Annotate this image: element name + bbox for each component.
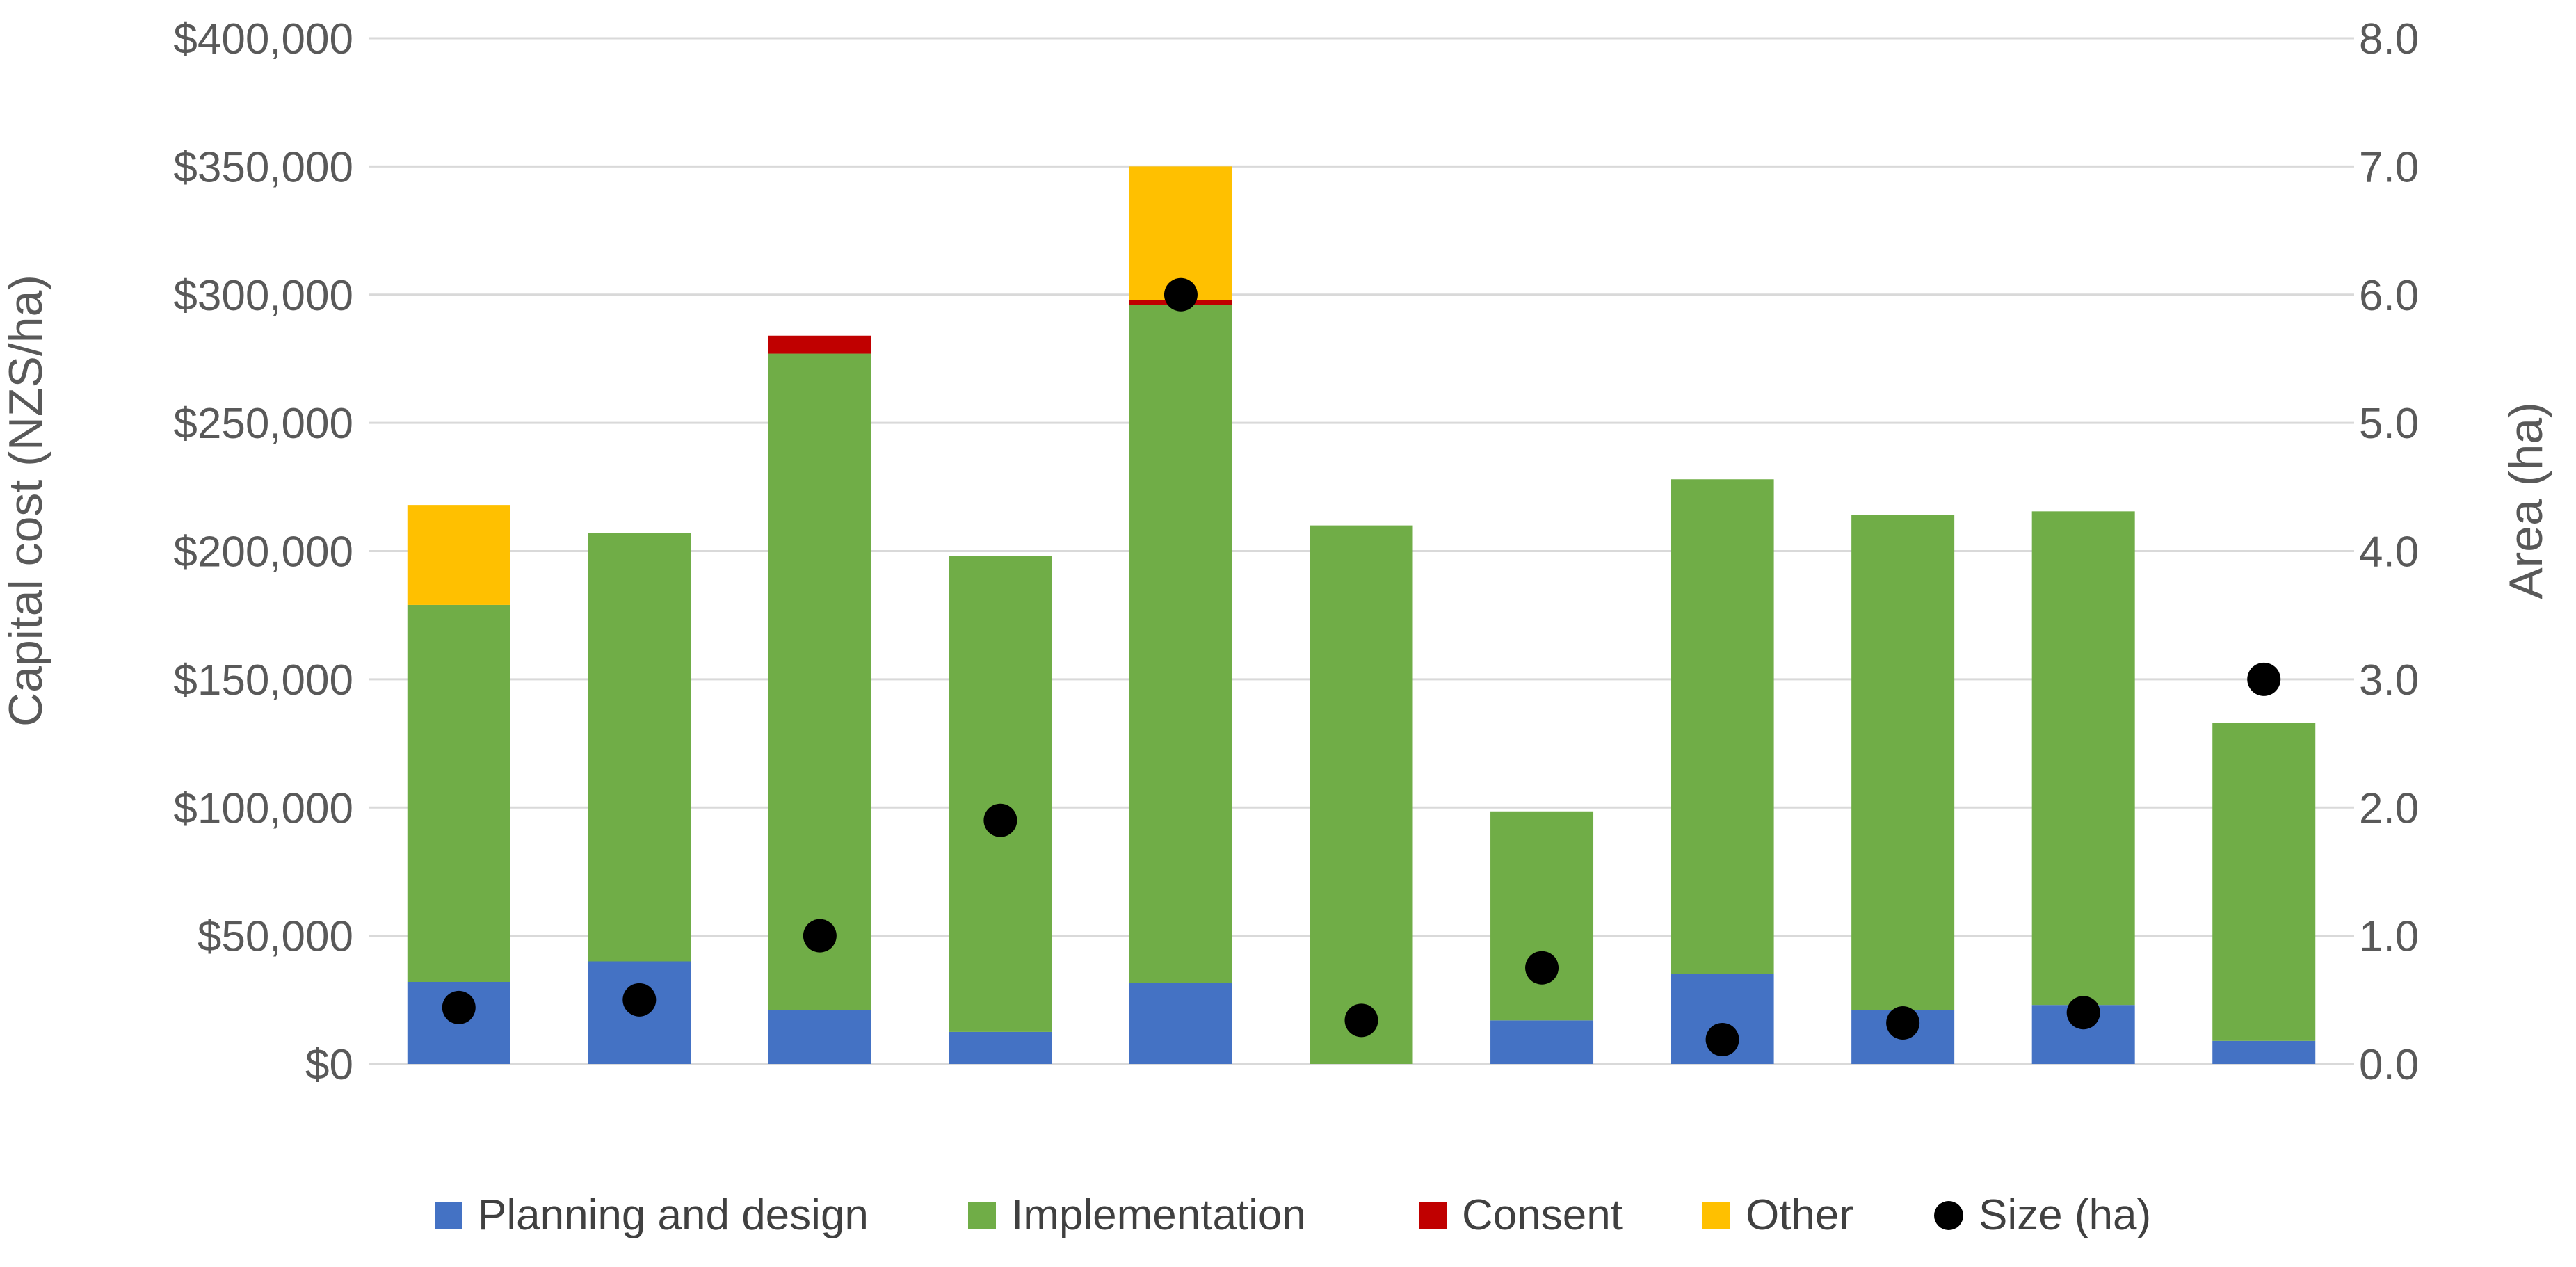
left-tick-label: $250,000 [173,400,353,448]
legend-marker-square [435,1202,462,1229]
size-point [2066,996,2100,1030]
size-point [1164,277,1198,312]
bar-segment-implementation [588,533,691,962]
bar-segment-planning-and-design [768,1010,871,1064]
right-tick-label: 2.0 [2359,784,2419,832]
left-axis-ticks: $0 $50,000 $100,000 $150,000 $200,000 $250,00… [173,15,353,1089]
right-tick-label: 3.0 [2359,656,2419,704]
size-point [622,983,657,1017]
bar-segment-planning-and-design [2212,1040,2316,1064]
legend-label: Implementation [1011,1191,1306,1239]
size-point [442,990,476,1024]
legend-label: Consent [1462,1191,1623,1239]
left-tick-label: $0 [305,1041,353,1089]
left-tick-label: $100,000 [173,784,353,832]
left-tick-label: $350,000 [173,143,353,191]
bar-segment-consent [768,335,871,354]
right-tick-label: 7.0 [2359,143,2419,191]
size-point [2247,662,2281,696]
bar-segment-implementation [407,604,510,982]
bar-segment-implementation [2031,511,2135,1006]
size-points-group [442,277,2281,1056]
legend-marker-square [1419,1202,1447,1229]
legend: Planning and design Implementation Consent… [435,1191,2151,1239]
left-tick-label: $400,000 [173,15,353,63]
bar-segment-implementation [1671,479,1774,974]
bar-segment-planning-and-design [1490,1020,1594,1064]
right-axis-ticks: 0.0 1.0 2.0 3.0 4.0 5.0 6.0 7.0 8.0 [2359,15,2419,1089]
size-point [983,803,1017,837]
right-tick-label: 1.0 [2359,913,2419,961]
size-point [1705,1022,1739,1056]
size-point [1886,1006,1920,1040]
bar-segment-implementation [1490,811,1594,1021]
legend-marker-square [968,1202,996,1229]
legend-marker-square [1702,1202,1730,1229]
bar-segment-other [407,505,510,605]
bar-segment-implementation [949,556,1052,1032]
left-tick-label: $50,000 [198,913,353,961]
bar-segment-implementation [2212,723,2316,1041]
right-tick-label: 8.0 [2359,15,2419,63]
size-point [1344,1003,1378,1038]
legend-label: Other [1746,1191,1853,1239]
legend-marker-circle [1934,1201,1963,1230]
bar-segment-other [1129,166,1232,300]
right-tick-label: 5.0 [2359,400,2419,448]
bar-segment-planning-and-design [949,1031,1052,1064]
legend-label: Planning and design [478,1191,869,1239]
right-axis-title: Area (ha) [2499,402,2552,599]
right-tick-label: 4.0 [2359,528,2419,576]
bar-segment-implementation [1129,305,1232,983]
left-tick-label: $200,000 [173,528,353,576]
right-tick-label: 6.0 [2359,272,2419,320]
left-tick-label: $300,000 [173,272,353,320]
legend-label: Size (ha) [1979,1191,2151,1239]
bar-segment-planning-and-design [1129,983,1232,1064]
bar-segment-implementation [768,353,871,1010]
size-point [803,919,837,953]
size-point [1525,951,1559,985]
left-tick-label: $150,000 [173,656,353,704]
right-tick-label: 0.0 [2359,1041,2419,1089]
bar-segment-implementation [1851,515,1955,1010]
left-axis-title: Capital cost (NZS/ha) [0,275,52,727]
bar-segment-implementation [1310,525,1413,1064]
bar-series-group [407,166,2316,1064]
